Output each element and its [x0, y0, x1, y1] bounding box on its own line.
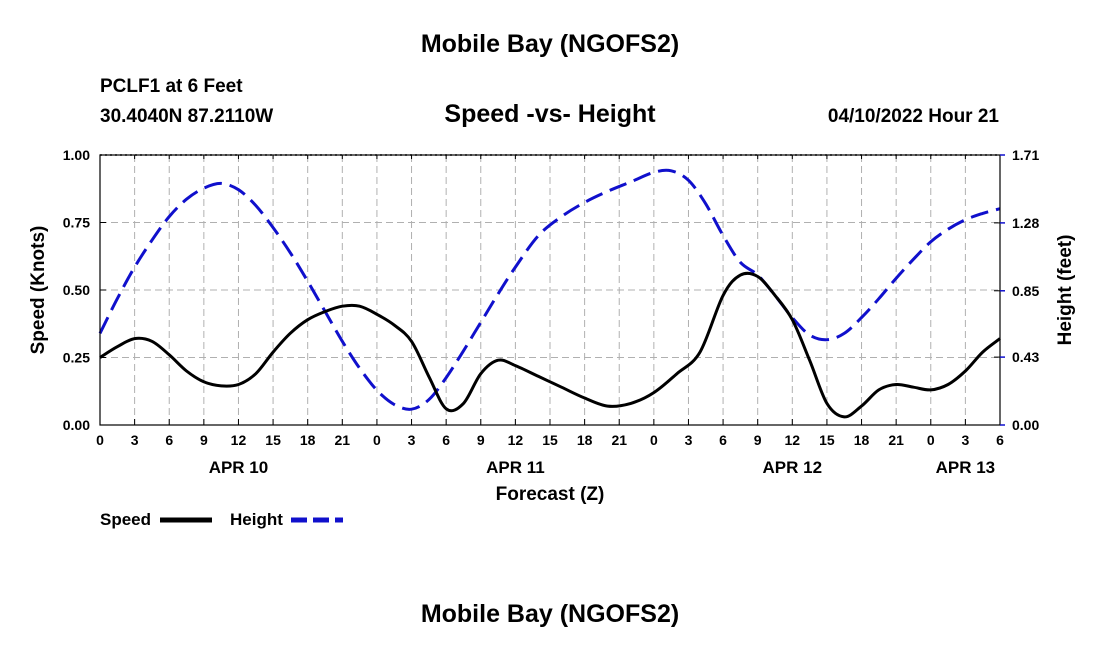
- y-tick-label: 0.25: [63, 350, 90, 366]
- date-label: APR 13: [936, 458, 996, 477]
- x-tick-label: 3: [685, 432, 693, 448]
- legend-height-label: Height: [230, 510, 283, 529]
- legend-speed-label: Speed: [100, 510, 151, 529]
- grid: [100, 155, 1000, 425]
- x-axis-title: Forecast (Z): [496, 484, 605, 505]
- y-tick-label: 0.75: [63, 215, 90, 231]
- date-label: APR 10: [209, 458, 269, 477]
- x-tick-label: 0: [96, 432, 104, 448]
- x-tick-label: 0: [927, 432, 935, 448]
- coordinates-label: 30.4040N 87.2110W: [100, 106, 274, 127]
- y2-tick-label: 1.28: [1012, 215, 1039, 231]
- y2-tick-label: 1.71: [1012, 147, 1039, 163]
- chart-subtitle: Speed -vs- Height: [444, 100, 656, 128]
- y-tick-label: 1.00: [63, 147, 90, 163]
- x-tick-label: 12: [231, 432, 247, 448]
- x-tick-label: 3: [408, 432, 416, 448]
- x-tick-label: 6: [719, 432, 727, 448]
- x-tick-label: 0: [650, 432, 658, 448]
- date-label: APR 11: [486, 458, 545, 477]
- x-tick-label: 6: [996, 432, 1004, 448]
- height-series-line: [98, 168, 1001, 411]
- x-tick-label: 18: [300, 432, 316, 448]
- legend: Speed Height: [100, 510, 343, 529]
- x-tick-label: 15: [819, 432, 835, 448]
- x-tick-label: 18: [854, 432, 870, 448]
- y2-axis-title: Height (feet): [1055, 235, 1076, 346]
- x-tick-label: 18: [577, 432, 593, 448]
- x-tick-label: 6: [442, 432, 450, 448]
- x-tick-label: 15: [542, 432, 558, 448]
- x-tick-label: 9: [754, 432, 762, 448]
- date-label: APR 12: [763, 458, 823, 477]
- x-tick-label: 12: [785, 432, 801, 448]
- y2-tick-label: 0.43: [1012, 349, 1039, 365]
- axes: [99, 154, 1005, 426]
- y-tick-label: 0.50: [63, 282, 90, 298]
- x-tick-label: 21: [611, 432, 627, 448]
- x-tick-label: 9: [477, 432, 485, 448]
- x-tick-label: 21: [335, 432, 351, 448]
- y-axis-title: Speed (Knots): [28, 226, 49, 355]
- x-tick-label: 3: [961, 432, 969, 448]
- x-tick-label: 21: [888, 432, 904, 448]
- x-tick-label: 6: [165, 432, 173, 448]
- chart-title: Mobile Bay (NGOFS2): [420, 30, 680, 58]
- x-tick-label: 9: [200, 432, 208, 448]
- y2-tick-label: 0.00: [1012, 417, 1039, 433]
- x-tick-label: 15: [265, 432, 281, 448]
- x-tick-label: 3: [131, 432, 139, 448]
- speed-series-line: [99, 271, 1001, 419]
- tick-labels: 0 3 6 9 12 15 18 21 0 3 6 9 12 15 18 21 0 3 6 9 12 15 18 21 0 3 60…: [63, 147, 1040, 477]
- y-tick-label: 0.00: [63, 417, 90, 433]
- forecast-datetime: 04/10/2022 Hour 21: [827, 106, 999, 127]
- footer-title: Mobile Bay (NGOFS2): [420, 600, 680, 628]
- x-tick-label: 0: [373, 432, 381, 448]
- series-layer: [98, 168, 1001, 419]
- x-tick-label: 12: [508, 432, 524, 448]
- station-label: PCLF1 at 6 Feet: [100, 76, 243, 97]
- y2-tick-label: 0.85: [1012, 283, 1039, 299]
